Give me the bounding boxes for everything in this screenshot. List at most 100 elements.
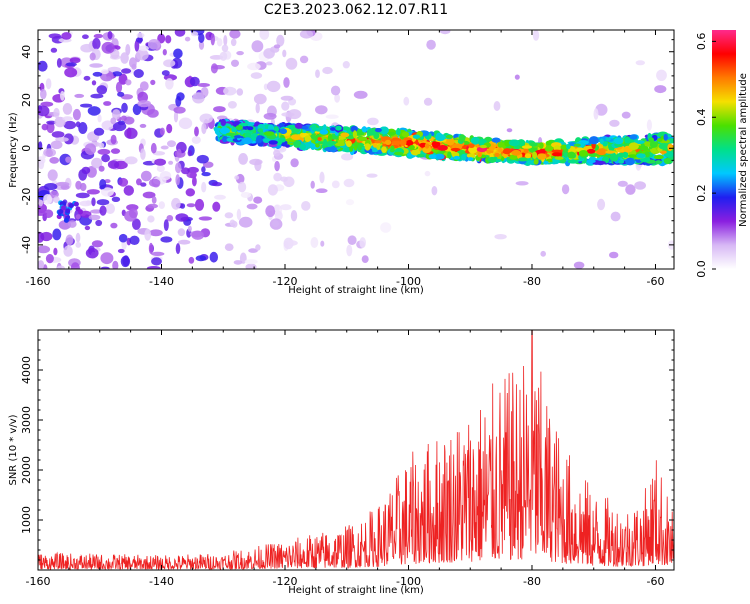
heatmap-cell — [466, 153, 476, 159]
heatmap-cell — [366, 173, 378, 178]
heatmap-cell — [545, 140, 552, 146]
heatmap-cell — [160, 145, 169, 150]
heatmap-cell — [663, 133, 668, 141]
heatmap-cell — [96, 199, 110, 206]
heatmap-cell — [337, 139, 345, 144]
heatmap-cell — [96, 85, 108, 95]
heatmap-cell — [634, 140, 645, 145]
heatmap-cell — [147, 109, 159, 118]
heatmap-cell — [40, 101, 54, 107]
heatmap-cell — [273, 44, 281, 49]
heatmap-cell — [263, 131, 275, 137]
heatmap-cell — [220, 118, 227, 127]
heatmap-cell — [50, 140, 63, 150]
heatmap-cell — [175, 243, 181, 255]
heatmap-cell — [191, 136, 201, 144]
spectrogram-x-tick-label: -140 — [149, 275, 174, 288]
heatmap-cell — [147, 203, 159, 209]
heatmap-cell — [257, 128, 264, 133]
heatmap-cell — [617, 180, 628, 187]
heatmap-cell — [372, 142, 378, 148]
heatmap-cell — [181, 167, 190, 175]
heatmap-cell — [578, 150, 589, 157]
heatmap-cell — [101, 154, 110, 163]
heatmap-cell — [89, 52, 96, 61]
heatmap-cell — [107, 160, 120, 169]
heatmap-cell — [447, 151, 452, 159]
heatmap-cell — [132, 103, 142, 116]
heatmap-cell — [144, 228, 152, 241]
heatmap-cell — [210, 63, 218, 74]
snr-x-tick-label: -60 — [646, 575, 664, 588]
snr-ylabel: SNR (10 * v/v) — [8, 414, 19, 485]
heatmap-cell — [147, 215, 155, 223]
heatmap-cell — [74, 93, 85, 98]
spectrogram-x-tick-label: -160 — [26, 275, 51, 288]
heatmap-cell — [609, 153, 619, 162]
spectrogram-y-tick-label: -40 — [20, 236, 33, 254]
heatmap-cell — [586, 148, 596, 154]
heatmap-cell — [597, 198, 606, 211]
heatmap-cell — [194, 198, 205, 211]
heatmap-cell — [409, 145, 415, 150]
heatmap-cell — [55, 181, 70, 187]
heatmap-cell — [85, 248, 99, 259]
heatmap-cell — [161, 70, 170, 76]
heatmap-cell — [381, 146, 387, 154]
spectrogram-axes: -160 -140 -120 -100 -80 -60 -40 -20 0 20 40 — [20, 30, 674, 288]
heatmap-cell — [263, 83, 268, 91]
heatmap-cell — [265, 205, 276, 218]
spectrogram-xlabel: Height of straight line (km) — [288, 285, 424, 296]
heatmap-cell — [294, 122, 303, 129]
heatmap-cell — [196, 154, 209, 164]
heatmap-cell — [91, 157, 103, 169]
spectrogram-frame — [37, 29, 675, 270]
heatmap-cell — [624, 137, 631, 144]
heatmap-cell — [511, 149, 522, 156]
heatmap-cell — [83, 75, 91, 81]
heatmap-cell — [274, 160, 280, 172]
heatmap-cell — [634, 181, 646, 190]
heatmap-cell — [118, 73, 128, 85]
heatmap-cell — [445, 134, 454, 139]
heatmap-cell — [223, 86, 237, 96]
heatmap-cell — [437, 145, 448, 151]
heatmap-cell — [589, 152, 598, 157]
heatmap-cell — [250, 72, 263, 79]
heatmap-cell — [201, 181, 207, 193]
heatmap-cell — [65, 234, 74, 246]
heatmap-cell — [319, 129, 329, 135]
heatmap-cell — [560, 144, 568, 150]
heatmap-cell — [290, 134, 301, 141]
heatmap-cell — [325, 114, 339, 119]
spectrogram-y-tick-label: 20 — [20, 93, 33, 107]
heatmap-cell — [84, 225, 91, 231]
heatmap-cell — [343, 178, 355, 188]
heatmap-cell — [235, 125, 243, 131]
heatmap-cell — [195, 255, 207, 262]
heatmap-cell — [175, 174, 180, 186]
heatmap-cell — [198, 33, 205, 43]
heatmap-cell — [330, 85, 341, 96]
heatmap-cell — [174, 30, 186, 37]
heatmap-cell — [509, 154, 518, 160]
heatmap-cell — [38, 199, 43, 207]
heatmap-cell — [609, 251, 619, 259]
heatmap-cell — [148, 242, 154, 254]
heatmap-cell — [453, 155, 461, 160]
heatmap-cell — [43, 209, 54, 218]
heatmap-cell — [253, 93, 267, 105]
heatmap-cell — [126, 127, 132, 139]
heatmap-cell — [236, 88, 244, 96]
snr-x-tick-label: -140 — [149, 575, 174, 588]
heatmap-cell — [97, 148, 111, 155]
heatmap-cell — [278, 122, 285, 128]
heatmap-cell — [129, 57, 137, 69]
heatmap-cell — [280, 95, 294, 101]
heatmap-cell — [58, 220, 72, 230]
heatmap-cell — [211, 182, 223, 187]
heatmap-cell — [185, 188, 195, 197]
heatmap-cell — [152, 151, 166, 156]
heatmap-cell — [272, 220, 279, 228]
heatmap-cell — [194, 126, 199, 137]
